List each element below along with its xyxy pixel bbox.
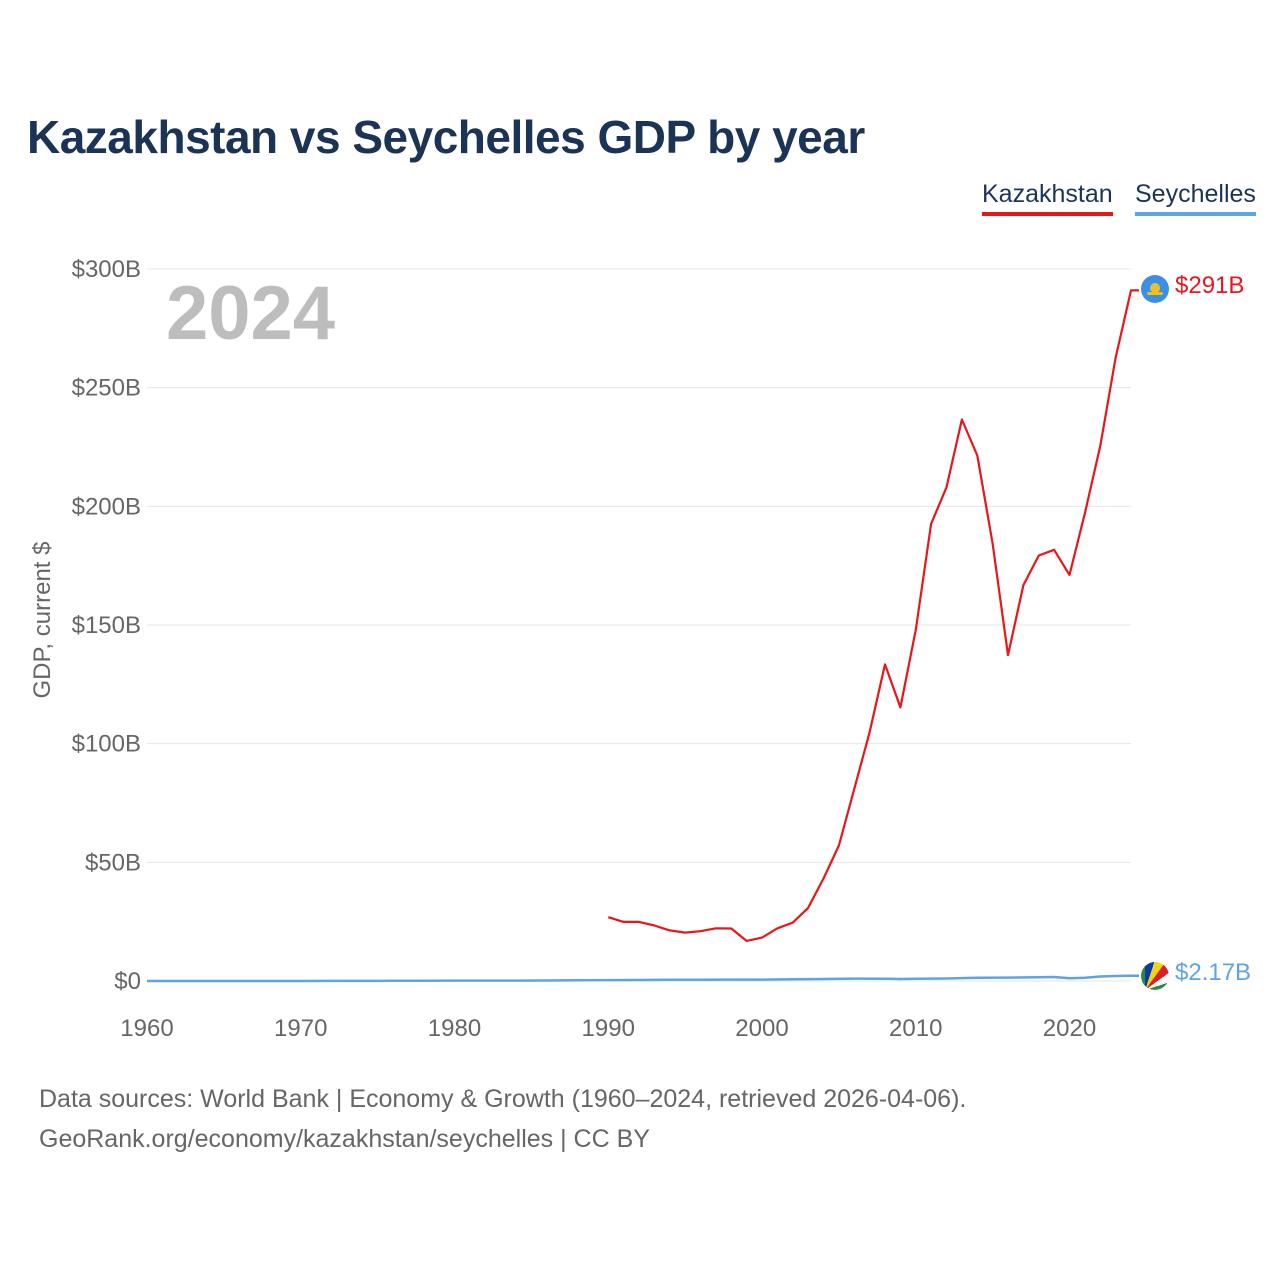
- series-line-kazakhstan: [607, 289, 1139, 942]
- x-tick-label: 1990: [582, 1015, 635, 1042]
- seychelles-flag-icon: [1141, 962, 1169, 990]
- y-tick-label: $150B: [72, 612, 141, 639]
- end-value-kazakhstan: $291B: [1175, 272, 1245, 299]
- current-year-label: 2024: [166, 271, 336, 356]
- kazakhstan-flag-icon: [1141, 275, 1169, 303]
- legend-item-seychelles[interactable]: Seychelles: [1135, 180, 1256, 216]
- y-tick-label: $0: [114, 968, 141, 995]
- x-tick-label: 1980: [428, 1015, 481, 1042]
- source-link[interactable]: GeoRank.org/economy/kazakhstan/seychelle…: [39, 1125, 650, 1153]
- end-value-seychelles: $2.17B: [1175, 959, 1252, 986]
- legend-label-seychelles: Seychelles: [1135, 180, 1256, 208]
- y-tick-label: $250B: [72, 375, 141, 402]
- y-tick-label: $50B: [85, 849, 141, 876]
- y-tick-label: $300B: [72, 256, 141, 283]
- x-tick-label: 2020: [1043, 1015, 1096, 1042]
- x-tick-label: 1970: [274, 1015, 327, 1042]
- x-tick-label: 2010: [889, 1015, 942, 1042]
- chart-title: Kazakhstan vs Seychelles GDP by year: [27, 111, 865, 163]
- y-tick-label: $200B: [72, 493, 141, 520]
- source-note: Data sources: World Bank | Economy & Gro…: [39, 1085, 967, 1113]
- series-line-seychelles: [147, 974, 1139, 983]
- y-tick-label: $100B: [72, 731, 141, 758]
- x-tick-label: 2000: [735, 1015, 788, 1042]
- y-axis-label: GDP, current $: [29, 541, 56, 699]
- x-tick-label: 1960: [120, 1015, 173, 1042]
- legend-swatch-seychelles: [1135, 212, 1256, 216]
- legend-label-kazakhstan: Kazakhstan: [982, 180, 1113, 208]
- legend-swatch-kazakhstan: [982, 212, 1113, 216]
- legend-item-kazakhstan[interactable]: Kazakhstan: [982, 180, 1113, 216]
